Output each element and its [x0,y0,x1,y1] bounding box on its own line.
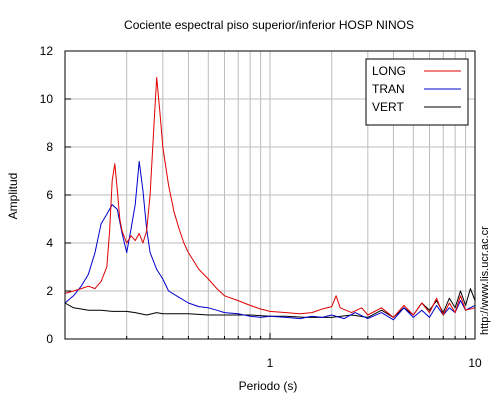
legend-label-tran: TRAN [372,82,405,96]
series-lines [64,76,476,321]
series-line-vert [64,288,476,318]
y-tick-label: 6 [46,188,53,202]
series-line-long [64,76,476,318]
legend-label-vert: VERT [372,100,404,114]
y-tick-label: 2 [46,284,53,298]
y-tick-label: 4 [46,236,53,250]
axis-ticks: 0 2 4 6 8 10 12 1 10 [40,44,482,370]
chart-legend: LONG TRAN VERT [365,58,469,126]
chart-title: Cociente espectral piso superior/inferio… [124,18,414,32]
x-tick-label: 10 [468,356,482,370]
x-tick-label: 1 [267,356,274,370]
series-line-tran [64,160,476,321]
y-tick-label: 8 [46,140,53,154]
y-tick-label: 12 [40,44,54,58]
y-tick-label: 10 [40,92,54,106]
y-axis-label: Amplitud [6,173,20,220]
y-tick-label: 0 [46,332,53,346]
legend-items: LONG TRAN VERT [372,64,461,114]
legend-label-long: LONG [372,64,406,78]
x-axis-label: Periodo (s) [239,379,298,393]
legend-box [365,58,469,126]
source-url-text: http://www.lis.ucr.ac.cr [479,226,491,335]
